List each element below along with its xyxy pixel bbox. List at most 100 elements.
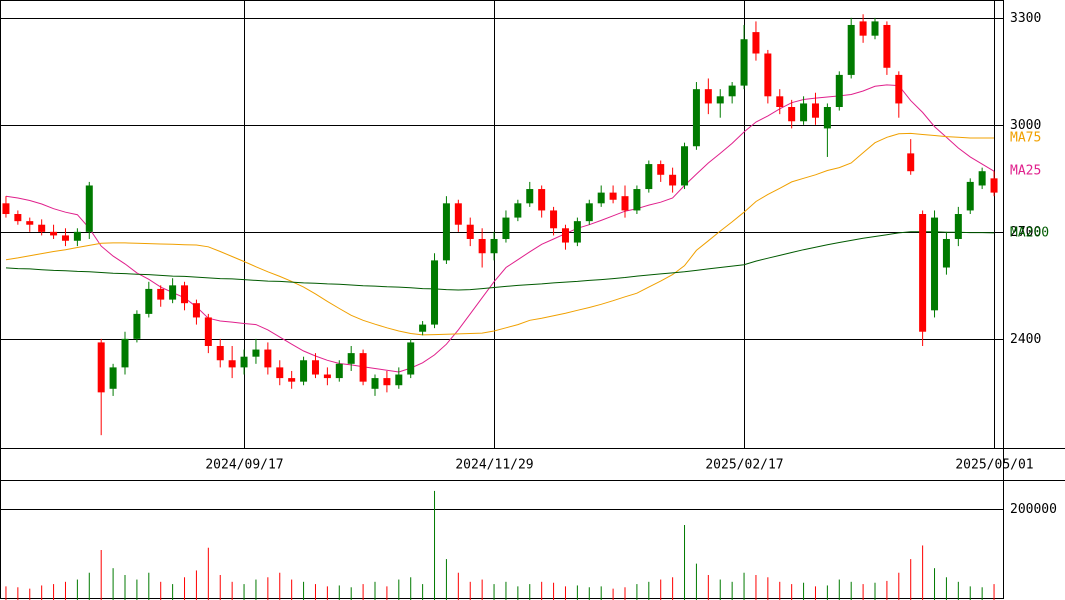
candle-body	[978, 171, 986, 186]
volume-bar	[553, 582, 555, 600]
volume-bar	[184, 577, 186, 600]
volume-bar	[612, 588, 614, 600]
volume-bar	[172, 584, 174, 600]
volume-bar	[898, 572, 900, 600]
volume-bar	[422, 584, 424, 600]
volume-bar	[434, 490, 436, 600]
candle-body	[395, 374, 403, 386]
volume-bar	[564, 586, 566, 600]
volume-bar	[148, 572, 150, 600]
candle-body	[26, 221, 34, 225]
candle-body	[181, 285, 189, 304]
volume-bar	[398, 579, 400, 600]
x-tick-label: 2024/11/29	[455, 458, 533, 473]
candle-body	[442, 203, 450, 261]
candle-body	[728, 85, 736, 97]
volume-bar	[326, 586, 328, 600]
volume-bar	[636, 584, 638, 600]
volume-bar	[826, 585, 828, 600]
volume-bar	[374, 581, 376, 600]
volume-bar	[755, 575, 757, 600]
candle-body	[669, 174, 677, 186]
candle-body	[609, 192, 617, 200]
candle-body	[859, 21, 867, 36]
volume-bar	[957, 581, 959, 600]
candle-body	[990, 178, 998, 193]
volume-bar	[88, 572, 90, 600]
volume-bar	[993, 584, 995, 600]
candle-body	[692, 89, 700, 147]
y-tick-label: 200000	[1010, 502, 1057, 517]
volume-bar	[862, 584, 864, 600]
volume-bar	[517, 586, 519, 600]
candle-body	[133, 313, 141, 339]
volume-bar	[279, 572, 281, 600]
candle-body	[561, 228, 569, 243]
volume-bar	[291, 579, 293, 600]
candle-body	[50, 231, 58, 236]
volume-bar	[195, 570, 197, 600]
volume-bar	[505, 581, 507, 600]
candle-body	[371, 378, 379, 389]
candle-body	[681, 146, 689, 186]
candle-body	[252, 349, 260, 357]
legend-label: MA25	[1010, 164, 1041, 179]
candle-body	[61, 235, 69, 241]
volume-bar	[684, 525, 686, 600]
volume-bar	[541, 581, 543, 600]
candle-body	[407, 342, 415, 375]
candle-body	[740, 39, 748, 86]
candle-body	[204, 317, 212, 346]
volume-bar	[945, 577, 947, 600]
volume-bar	[981, 587, 983, 600]
candle-body	[216, 345, 224, 361]
candle-body	[931, 217, 939, 311]
volume-bar	[267, 577, 269, 600]
candle-body	[883, 24, 891, 68]
candle-body	[240, 356, 248, 368]
volume-bar	[743, 572, 745, 600]
volume-bar	[731, 581, 733, 600]
volume-bar	[660, 579, 662, 600]
volume-bar	[874, 582, 876, 600]
volume-bar	[5, 586, 7, 600]
volume-bar	[493, 584, 495, 600]
candle-body	[85, 185, 93, 232]
candle-body	[550, 210, 558, 229]
candle-body	[811, 103, 819, 118]
candle-body	[502, 217, 510, 239]
volume-bar	[719, 579, 721, 600]
candle-body	[657, 164, 665, 175]
volume-bar	[529, 584, 531, 600]
frame	[0, 0, 1004, 599]
candle-body	[597, 192, 605, 204]
candle-body	[716, 96, 724, 104]
volume-bar	[314, 584, 316, 600]
candle-body	[942, 238, 950, 268]
volume-bar	[576, 585, 578, 600]
candle-body	[538, 189, 546, 211]
volume-bar	[814, 586, 816, 600]
volume-bar	[922, 545, 924, 600]
volume-bar	[386, 586, 388, 600]
candle-body	[847, 24, 855, 75]
legend-label: MA75	[1010, 131, 1041, 146]
candle-body	[633, 189, 641, 211]
candle-body	[645, 164, 653, 190]
volume-bar	[124, 575, 126, 600]
candle-body	[335, 363, 343, 379]
candle-body	[311, 360, 319, 375]
x-tick-label: 2024/09/17	[205, 458, 283, 473]
volume-bar	[779, 581, 781, 600]
candle-body	[431, 260, 439, 325]
volume-bar	[838, 579, 840, 600]
candle-body	[73, 231, 81, 241]
volume-bar	[707, 575, 709, 600]
volume-bar	[243, 584, 245, 600]
candle-body	[478, 238, 486, 254]
volume-bar	[350, 587, 352, 600]
volume-bar	[303, 581, 305, 600]
candle-body	[800, 103, 808, 122]
candle-body	[585, 203, 593, 222]
volume-bar	[338, 585, 340, 600]
